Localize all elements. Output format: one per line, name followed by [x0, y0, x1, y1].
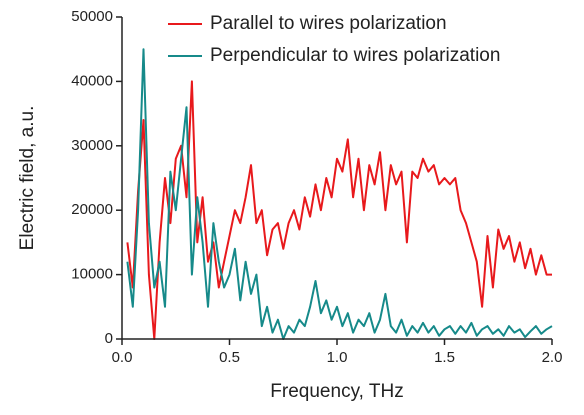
y-tick-label: 20000: [71, 201, 113, 218]
x-tick-label: 1.5: [434, 349, 455, 366]
x-tick-label: 0.0: [112, 349, 133, 366]
y-axis-label: Electric field, a.u.: [17, 106, 38, 251]
x-tick-label: 0.5: [219, 349, 240, 366]
y-tick-label: 50000: [71, 8, 113, 25]
series-line: [126, 80, 552, 340]
legend-label: Perpendicular to wires polarization: [210, 45, 500, 66]
x-tick-label: 2.0: [542, 349, 563, 366]
x-axis-label: Frequency, THz: [270, 381, 403, 402]
y-tick-label: 0: [105, 330, 113, 347]
y-tick-label: 10000: [71, 266, 113, 283]
y-tick-label: 30000: [71, 137, 113, 154]
legend-label: Parallel to wires polarization: [210, 13, 447, 34]
x-tick-label: 1.0: [327, 349, 348, 366]
series-line: [126, 48, 553, 340]
y-tick-label: 40000: [71, 72, 113, 89]
